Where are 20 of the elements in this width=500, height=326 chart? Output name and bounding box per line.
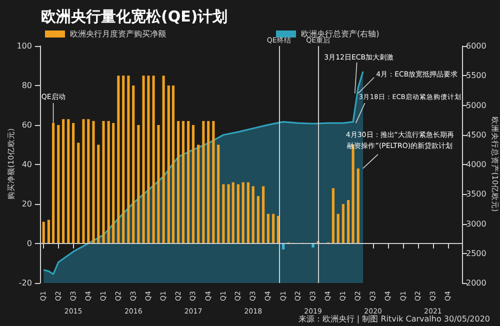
- y2-tick-label: 5000: [466, 100, 486, 110]
- legend-label: 欧洲央行总资产(右轴): [301, 30, 380, 38]
- y2-tick-label: 2500: [466, 248, 486, 258]
- y-tick-label: 20: [22, 200, 32, 208]
- y-tick-label: 0: [26, 239, 32, 248]
- y2-tick-label: 4000: [466, 160, 486, 169]
- chart-title: 欧洲央行量化宽松(QE)计划: [41, 8, 228, 26]
- y2-tick-label: 4500: [466, 130, 486, 140]
- source-note: 来源：欧洲央行 | 制图 Ritvik Carvalho 30/05/2020: [298, 314, 490, 324]
- y-tick-label: 100: [16, 42, 32, 50]
- y2-tick-label: 6000: [466, 42, 486, 50]
- y2-tick-label: 3000: [466, 219, 486, 228]
- y-tick-label: -20: [18, 278, 32, 288]
- y2-tick-label: 5500: [466, 71, 486, 80]
- y-tick-label: 80: [22, 81, 32, 90]
- y-tick-label: 40: [22, 160, 32, 169]
- y2-tick-label: 3500: [466, 190, 486, 199]
- y-tick-label: 60: [22, 120, 32, 130]
- y2-tick-label: 2000: [466, 278, 486, 288]
- legend-label: 欧洲央行月度资产购买净额: [70, 30, 166, 38]
